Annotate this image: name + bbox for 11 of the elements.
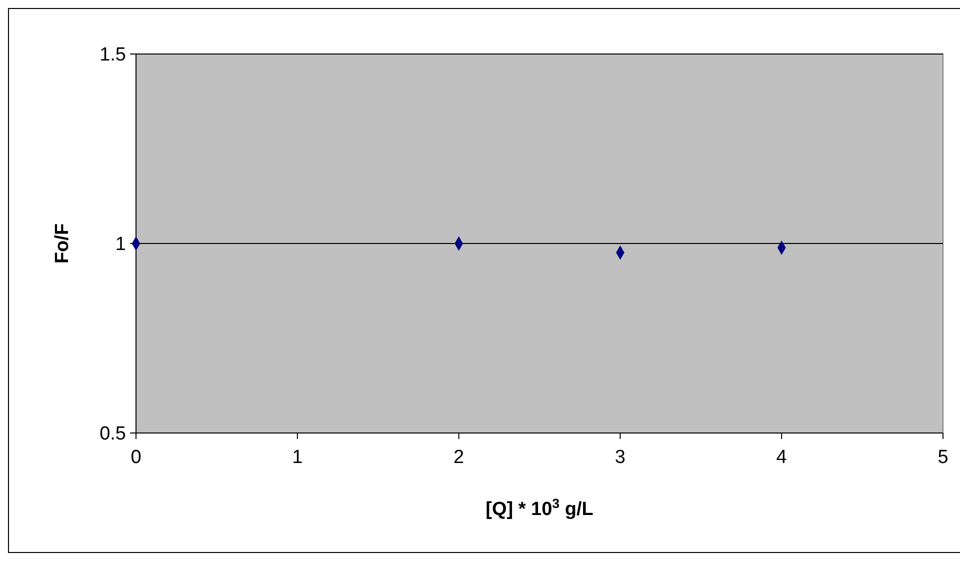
y-axis-title: Fo/F (52, 223, 73, 264)
x-tick-label: 2 (454, 447, 464, 468)
x-axis-title: [Q] * 10$^{3}$ g/L (486, 496, 594, 520)
x-tick-label: 0 (130, 447, 142, 468)
x-tick-label: 3 (614, 447, 626, 468)
y-tick-label: 1 (115, 234, 126, 256)
y-tick-label: 0.5 (100, 424, 126, 445)
y-tick-label: 1.5 (100, 44, 126, 66)
x-tick-label: 4 (776, 447, 788, 468)
x-tick-label: 5 (938, 447, 948, 468)
x-tick-label: 1 (292, 447, 303, 468)
